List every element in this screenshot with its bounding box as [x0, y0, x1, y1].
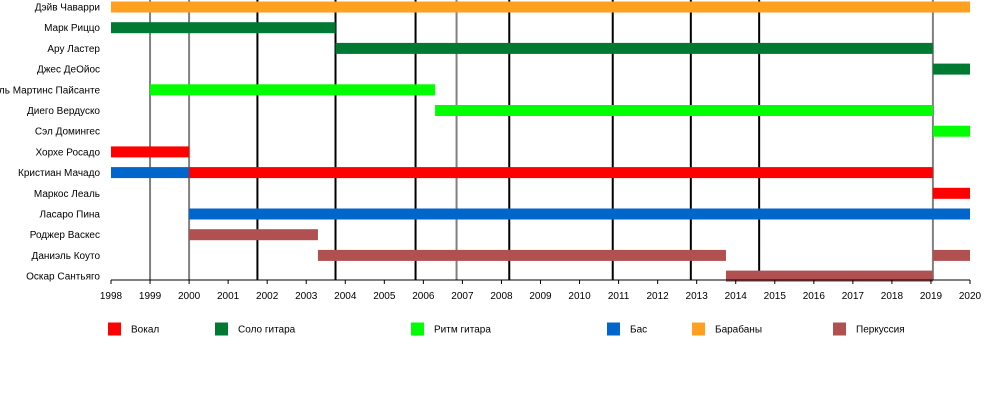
- legend-swatch-lead: [215, 322, 228, 336]
- x-tick-label: 2017: [842, 291, 865, 302]
- member-bar-lead: [111, 22, 336, 34]
- member-bar-perc: [932, 249, 970, 261]
- member-bar-drums: [111, 1, 970, 13]
- legend-label-vocal: Вокал: [131, 325, 159, 336]
- member-bar-vocal: [189, 167, 933, 179]
- member-label: Рафаэль Мартинс Пайсанте: [0, 84, 100, 96]
- member-bar-bass: [189, 208, 970, 220]
- member-bar-rhythm: [435, 105, 933, 116]
- x-tick-label: 2012: [647, 291, 670, 302]
- x-axis: 1998 1999 2000 2001 2002 2003 2004 2005 2006 2007…: [100, 279, 982, 302]
- x-tick-label: 2014: [725, 291, 748, 302]
- x-tick-label: 2008: [490, 291, 513, 302]
- member-bar-vocal: [111, 146, 190, 158]
- member-bar-vocal: [932, 187, 970, 199]
- x-tick-label: 1998: [100, 291, 123, 302]
- member-bar-rhythm: [150, 84, 436, 96]
- member-label: Сэл Домингес: [35, 127, 100, 138]
- x-tick-label: 2011: [608, 291, 630, 302]
- x-tick-label: 2018: [881, 291, 904, 302]
- legend-swatch-rhythm: [411, 322, 424, 336]
- x-tick-label: 2016: [803, 291, 826, 302]
- member-label: Даниэль Коуто: [32, 251, 101, 262]
- legend-swatch-bass: [607, 322, 620, 336]
- member-bar-rhythm: [932, 125, 970, 137]
- legend-label-lead: Соло гитара: [238, 325, 296, 336]
- member-bar-lead: [335, 42, 933, 54]
- member-label: Маркос Леаль: [34, 189, 100, 200]
- x-tick-label: 2000: [178, 291, 201, 302]
- x-tick-label: 2005: [373, 291, 396, 302]
- legend-label-rhythm: Ритм гитара: [434, 325, 491, 336]
- x-tick-label: 2004: [334, 291, 357, 302]
- x-tick-label: 2010: [568, 291, 591, 302]
- legend-label-drums: Барабаны: [715, 324, 762, 336]
- legend-swatch-drums: [692, 322, 705, 336]
- member-labels: Дэйв Чаварри Марк Риццо Ару Ластер Джес ДеО…: [0, 3, 100, 283]
- x-tick-label: 2003: [295, 291, 318, 302]
- member-label: Ару Ластер: [47, 44, 100, 55]
- member-bar-perc: [725, 270, 933, 282]
- x-tick-label: 2001: [217, 291, 240, 302]
- x-tick-label: 2013: [686, 291, 709, 302]
- member-label: Хорхе Росадо: [35, 147, 100, 158]
- member-bar-bass: [111, 167, 190, 179]
- x-tick-label: 2002: [256, 291, 279, 302]
- member-label: Роджер Васкес: [30, 230, 100, 241]
- legend: Вокал Соло гитара Ритм гитара Бас Барабаны Пе…: [108, 322, 905, 336]
- member-bar-lead: [932, 63, 970, 75]
- member-label: Джес ДеОйос: [37, 65, 100, 76]
- member-label: Дэйв Чаварри: [35, 3, 100, 14]
- x-tick-label: 1999: [139, 291, 162, 302]
- legend-label-bass: Бас: [630, 325, 647, 336]
- legend-swatch-vocal: [108, 322, 121, 336]
- member-label: Оскар Сантьяго: [26, 272, 100, 283]
- member-bar-perc: [189, 229, 318, 241]
- x-tick-label: 2007: [451, 291, 474, 302]
- legend-label-perc: Перкуссия: [856, 325, 905, 336]
- legend-swatch-perc: [833, 322, 846, 336]
- x-tick-label: 2006: [412, 291, 435, 302]
- member-label: Ласаро Пина: [40, 210, 101, 221]
- member-label: Кристиан Мачадо: [18, 168, 100, 179]
- member-bar-perc: [317, 249, 726, 261]
- member-label: Марк Риццо: [44, 23, 100, 34]
- x-tick-label: 2015: [764, 291, 787, 302]
- x-tick-label: 2019: [920, 291, 943, 302]
- member-label: Диего Вердуско: [27, 106, 100, 117]
- x-tick-label: 2020: [959, 291, 982, 302]
- member-bars: [111, 1, 970, 282]
- x-tick-label: 2009: [529, 291, 552, 302]
